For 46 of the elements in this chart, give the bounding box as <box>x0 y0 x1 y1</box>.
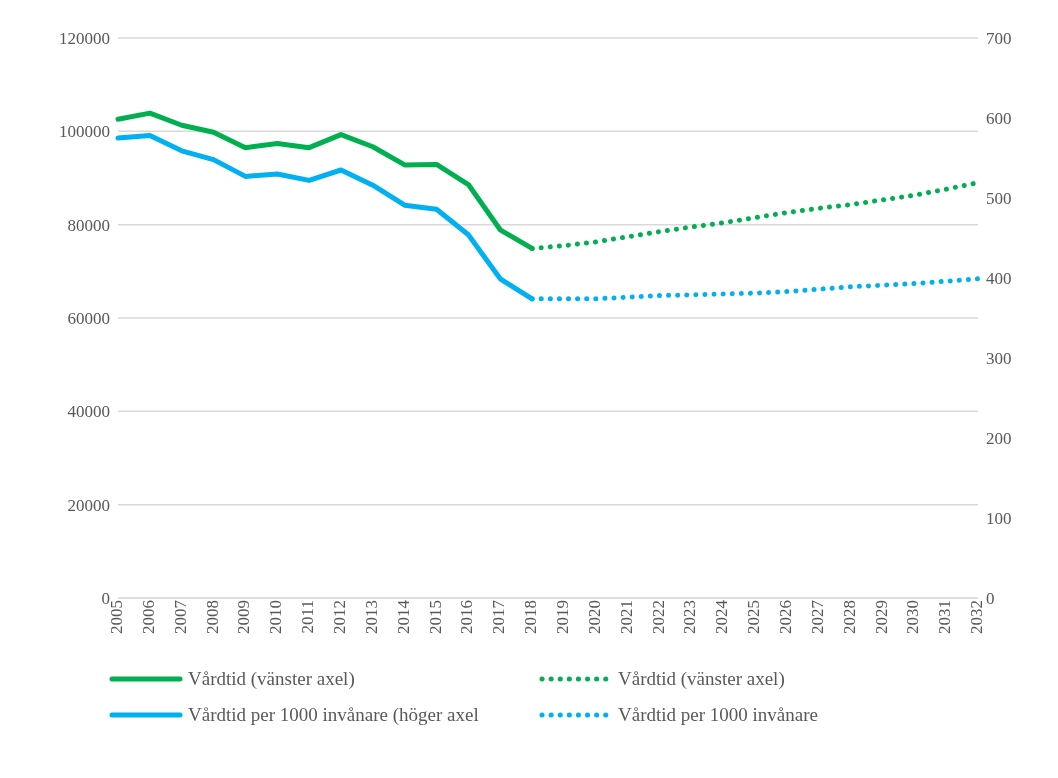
x-tick-label: 2027 <box>807 599 827 634</box>
y-tick-label: 120000 <box>59 29 110 49</box>
y2-tick-label: 300 <box>986 349 1012 369</box>
x-tick-label: 2025 <box>744 600 764 634</box>
x-tick-label: 2014 <box>393 599 413 634</box>
x-tick-label: 2030 <box>903 600 923 634</box>
x-tick-label: 2029 <box>871 600 891 634</box>
x-tick-label: 2020 <box>584 600 604 634</box>
y-tick-label: 80000 <box>67 215 110 235</box>
x-tick-label: 2011 <box>298 600 318 634</box>
x-tick-label: 2015 <box>425 600 445 634</box>
x-tick-label: 2021 <box>616 600 636 634</box>
x-tick-label: 2009 <box>234 600 254 634</box>
y-tick-label: 60000 <box>67 309 110 329</box>
x-tick-label: 2012 <box>330 600 350 634</box>
x-tick-label: 2032 <box>967 600 987 634</box>
y2-tick-label: 500 <box>986 189 1012 209</box>
y-tick-label: 100000 <box>59 122 110 142</box>
x-tick-label: 2023 <box>680 600 700 634</box>
x-tick-label: 2018 <box>521 600 541 634</box>
x-tick-label: 2008 <box>202 600 222 634</box>
y-tick-label: 0 <box>101 589 110 609</box>
y2-tick-label: 100 <box>986 509 1012 529</box>
y2-tick-label: 400 <box>986 269 1012 289</box>
x-tick-label: 2019 <box>553 600 572 634</box>
y2-tick-label: 600 <box>986 109 1012 129</box>
x-tick-label: 2031 <box>935 600 955 634</box>
y-tick-label: 40000 <box>67 402 110 422</box>
x-tick-label: 2028 <box>839 600 859 634</box>
x-tick-label: 2017 <box>489 599 509 634</box>
x-tick-label: 2010 <box>266 600 286 634</box>
x-tick-label: 2006 <box>138 600 158 634</box>
y2-tick-label: 200 <box>986 429 1012 449</box>
x-tick-label: 2024 <box>712 599 732 634</box>
x-tick-label: 2026 <box>775 600 795 634</box>
legend-label: Vårdtid (vänster axel) <box>188 668 355 690</box>
legend-label: Vårdtid per 1000 invånare (höger axel <box>188 704 479 726</box>
x-tick-label: 2016 <box>457 600 477 634</box>
x-tick-label: 2013 <box>361 600 381 634</box>
legend-label: Vårdtid (vänster axel) <box>618 668 785 690</box>
x-tick-label: 2007 <box>170 599 190 634</box>
y-tick-label: 20000 <box>67 495 110 515</box>
x-tick-label: 2022 <box>648 600 668 634</box>
y2-tick-label: 700 <box>986 29 1012 49</box>
legend-label: Vårdtid per 1000 invånare <box>618 704 818 726</box>
y2-tick-label: 0 <box>986 589 995 609</box>
